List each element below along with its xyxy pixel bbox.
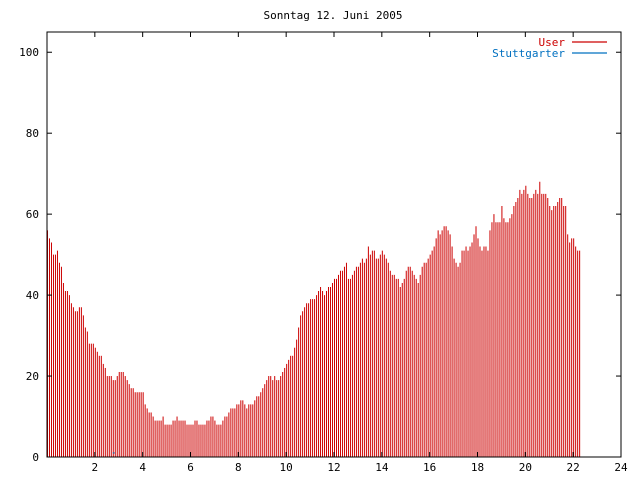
x-tick-label-4: 10 bbox=[280, 461, 293, 474]
x-tick-label-8: 18 bbox=[471, 461, 484, 474]
x-tick-label-10: 22 bbox=[567, 461, 580, 474]
x-tick-label-1: 4 bbox=[139, 461, 146, 474]
y-tick-label-5: 100 bbox=[19, 46, 39, 59]
x-tick-label-0: 2 bbox=[92, 461, 99, 474]
y-tick-label-3: 60 bbox=[26, 208, 39, 221]
x-tick-label-5: 12 bbox=[327, 461, 340, 474]
y-tick-label-4: 80 bbox=[26, 127, 39, 140]
legend: User Stuttgarter bbox=[492, 36, 607, 60]
x-tick-label-9: 20 bbox=[519, 461, 532, 474]
legend-stuttgarter-label: Stuttgarter bbox=[492, 47, 565, 60]
x-tick-label-6: 14 bbox=[375, 461, 389, 474]
chart-title: Sonntag 12. Juni 2005 bbox=[263, 9, 402, 22]
legend-user-label: User bbox=[539, 36, 566, 49]
x-tick-label-3: 8 bbox=[235, 461, 242, 474]
bars-layer bbox=[47, 181, 581, 457]
y-tick-label-0: 0 bbox=[32, 451, 39, 464]
x-tick-label-7: 16 bbox=[423, 461, 436, 474]
x-tick-label-11: 24 bbox=[614, 461, 628, 474]
x-tick-label-2: 6 bbox=[187, 461, 194, 474]
y-tick-label-1: 20 bbox=[26, 370, 39, 383]
y-tick-label-2: 40 bbox=[26, 289, 39, 302]
